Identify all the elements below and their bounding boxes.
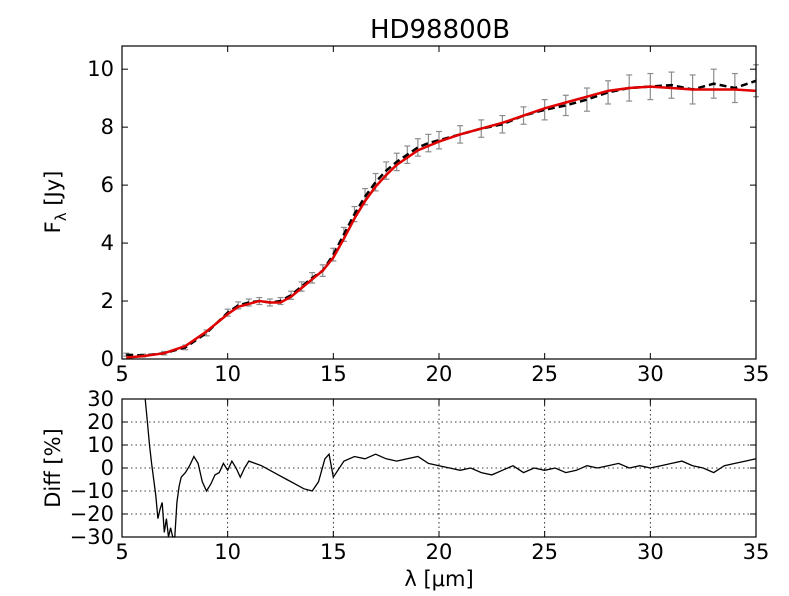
y-tick-label: 0 [101,456,114,480]
x-tick-label: 10 [214,540,241,564]
x-tick-label: 20 [426,362,453,386]
bottom-lines [144,398,757,538]
error-bar [436,130,442,150]
y-tick-label: 0 [101,347,114,371]
bottom-x-ticks: 5 10 15 20 25 30 35 [115,399,769,564]
top-lines [126,79,757,359]
error-bar [583,87,590,112]
error-bar [425,133,432,153]
difference-line [144,398,757,538]
y-tick-label: 4 [101,231,114,255]
top-plot-frame [121,45,757,360]
x-tick-label: 10 [214,362,241,386]
y-tick-label: −30 [70,525,114,549]
error-bar [605,80,612,105]
x-tick-label: 15 [320,540,347,564]
y-tick-label: 10 [87,433,114,457]
y-tick-label: 10 [87,57,114,81]
y-tick-label: 20 [87,410,114,434]
top-panel: 5 10 15 20 25 30 35 0 2 4 6 8 10 Fλ [Jy] [41,45,769,386]
x-tick-label: 30 [637,362,664,386]
x-tick-label: 15 [320,362,347,386]
x-tick-label: 25 [531,362,558,386]
error-bar [541,99,548,121]
error-bar [414,138,421,157]
x-tick-label: 20 [426,540,453,564]
top-y-axis-label: Fλ [Jy] [41,171,70,234]
error-bar [562,94,569,117]
y-tick-label: 6 [101,173,114,197]
x-tick-label: 25 [531,540,558,564]
model-fit-line [126,85,757,359]
x-tick-label: 35 [743,540,770,564]
y-tick-label: 2 [101,289,114,313]
top-errorbars [123,64,759,358]
y-tick-label: 8 [101,115,114,139]
x-tick-label: 5 [115,540,128,564]
y-tick-label: 30 [87,387,114,411]
x-tick-label: 35 [743,362,770,386]
top-x-ticks: 5 10 15 20 25 30 35 [115,46,769,386]
x-tick-label: 30 [637,540,664,564]
y-tick-label: −10 [70,479,114,503]
bottom-x-axis-label: λ [μm] [404,567,473,591]
top-y-ticks: 0 2 4 6 8 10 [87,57,756,371]
x-tick-label: 5 [115,362,128,386]
chart-title: HD98800B [370,15,510,45]
bottom-grid [122,399,756,537]
y-tick-label: −20 [70,502,114,526]
observed-spectrum-line [126,79,757,357]
bottom-y-axis-label: Diff [%] [41,428,65,508]
